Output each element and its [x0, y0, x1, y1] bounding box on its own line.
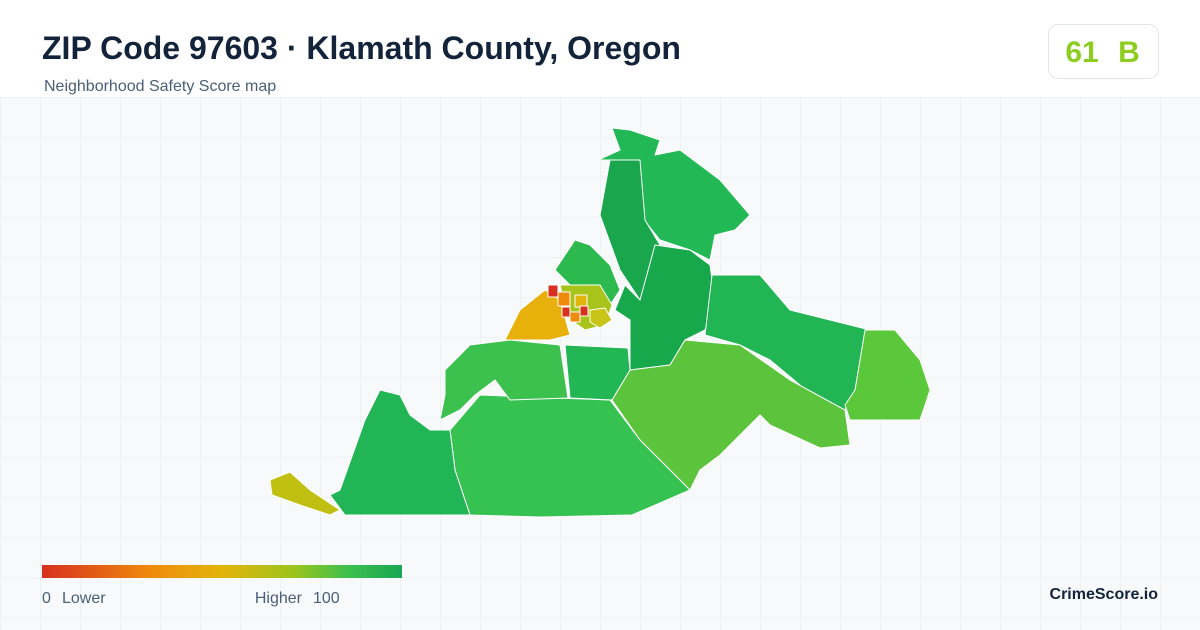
region — [329, 389, 471, 516]
legend-max-label: Higher — [255, 590, 303, 607]
score-value: 61 — [1065, 36, 1098, 69]
region — [564, 344, 631, 401]
region — [844, 329, 931, 421]
legend-max: 100 — [313, 590, 340, 607]
region — [589, 307, 613, 329]
score-grade: B — [1118, 36, 1140, 69]
regions — [269, 127, 931, 518]
region — [561, 306, 571, 318]
region — [569, 311, 581, 323]
legend-bar — [42, 565, 402, 578]
region — [574, 294, 588, 308]
region — [579, 305, 589, 317]
score-box — [1048, 24, 1159, 79]
title: ZIP Code 97603 · Klamath County, Oregon — [42, 30, 681, 66]
region — [557, 291, 571, 307]
region — [269, 471, 341, 516]
legend-min-label: Lower — [62, 590, 106, 607]
subtitle: Neighborhood Safety Score map — [44, 78, 276, 95]
brand: CrimeScore.io — [1050, 586, 1159, 603]
header-bg — [0, 0, 1200, 97]
region — [439, 339, 569, 421]
region — [547, 284, 559, 298]
legend-min: 0 — [42, 590, 51, 607]
